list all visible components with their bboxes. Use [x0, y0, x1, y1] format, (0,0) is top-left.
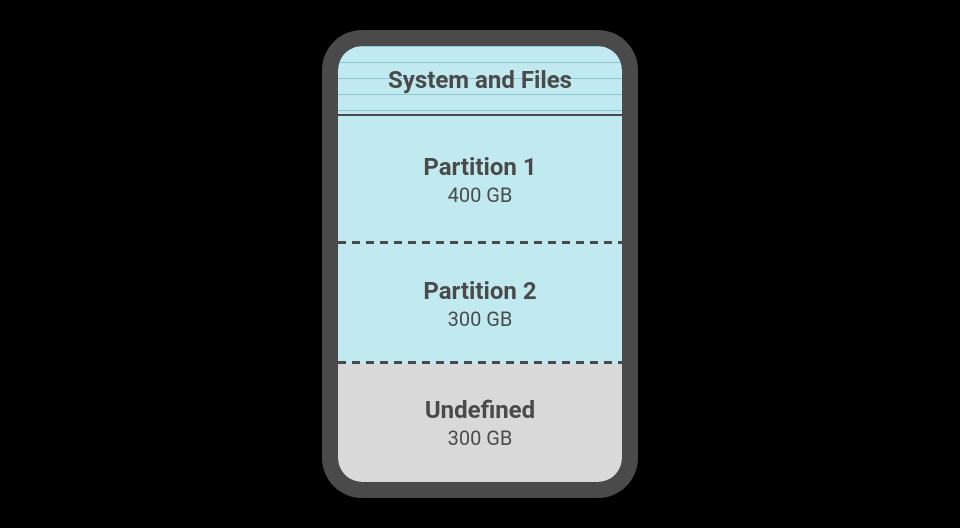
disk-inner: System and FilesPartition 1400 GBPartiti…	[338, 46, 622, 482]
section-partition-1: Partition 1400 GB	[338, 116, 622, 244]
section-header-title: System and Files	[388, 66, 572, 94]
disk-diagram: System and FilesPartition 1400 GBPartiti…	[322, 30, 638, 498]
section-partition-1-size: 400 GB	[448, 183, 513, 207]
section-undefined-title: Undefined	[425, 396, 535, 424]
section-partition-2: Partition 2300 GB	[338, 244, 622, 364]
section-undefined: Undefined300 GB	[338, 364, 622, 482]
section-undefined-size: 300 GB	[448, 426, 513, 450]
section-partition-1-title: Partition 1	[423, 153, 536, 181]
section-partition-2-size: 300 GB	[448, 307, 513, 331]
section-header: System and Files	[338, 46, 622, 116]
section-partition-2-title: Partition 2	[423, 277, 536, 305]
canvas: System and FilesPartition 1400 GBPartiti…	[0, 0, 960, 528]
